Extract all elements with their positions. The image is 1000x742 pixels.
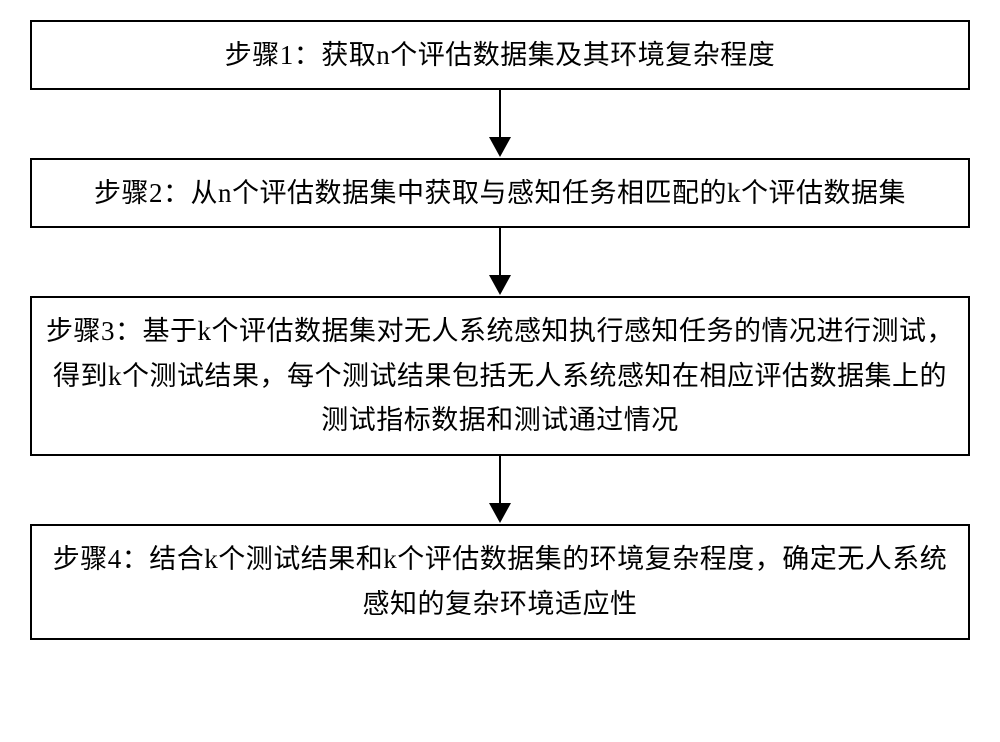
flowchart-node-step2: 步骤2：从n个评估数据集中获取与感知任务相匹配的k个评估数据集 — [30, 158, 970, 228]
flowchart-container: 步骤1：获取n个评估数据集及其环境复杂程度 步骤2：从n个评估数据集中获取与感知… — [30, 20, 970, 640]
node-text: 步骤3：基于k个评估数据集对无人系统感知执行感知任务的情况进行测试，得到k个测试… — [32, 309, 968, 443]
flowchart-node-step4: 步骤4：结合k个测试结果和k个评估数据集的环境复杂程度，确定无人系统感知的复杂环… — [30, 524, 970, 640]
arrow-line — [499, 228, 502, 275]
flowchart-arrow — [489, 456, 511, 524]
arrow-line — [499, 456, 502, 503]
flowchart-node-step3: 步骤3：基于k个评估数据集对无人系统感知执行感知任务的情况进行测试，得到k个测试… — [30, 296, 970, 456]
node-text: 步骤4：结合k个测试结果和k个评估数据集的环境复杂程度，确定无人系统感知的复杂环… — [32, 537, 968, 626]
node-text: 步骤2：从n个评估数据集中获取与感知任务相匹配的k个评估数据集 — [82, 171, 918, 216]
arrow-line — [499, 90, 502, 137]
arrow-head-icon — [489, 275, 511, 295]
flowchart-node-step1: 步骤1：获取n个评估数据集及其环境复杂程度 — [30, 20, 970, 90]
arrow-head-icon — [489, 503, 511, 523]
flowchart-arrow — [489, 90, 511, 158]
flowchart-arrow — [489, 228, 511, 296]
node-text: 步骤1：获取n个评估数据集及其环境复杂程度 — [213, 33, 788, 78]
arrow-head-icon — [489, 137, 511, 157]
